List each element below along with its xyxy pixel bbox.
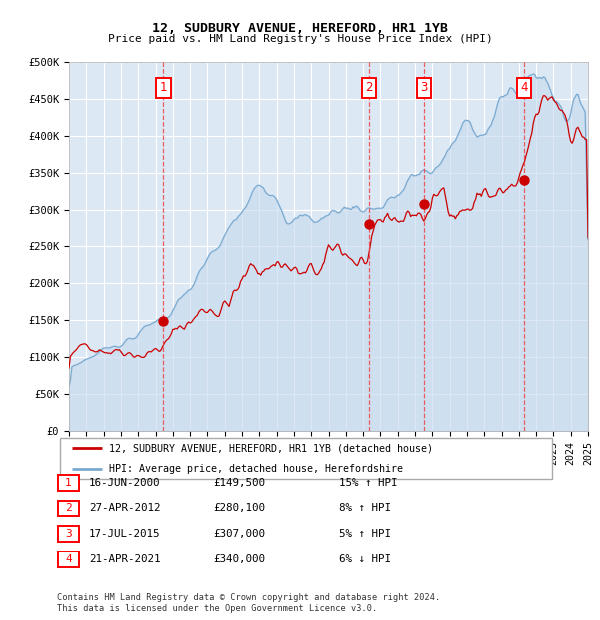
Text: 1: 1 [65, 478, 72, 488]
FancyBboxPatch shape [58, 500, 79, 516]
Text: 1: 1 [160, 81, 167, 94]
Text: 21-APR-2021: 21-APR-2021 [89, 554, 160, 564]
Text: 15% ↑ HPI: 15% ↑ HPI [339, 478, 397, 488]
Text: Price paid vs. HM Land Registry's House Price Index (HPI): Price paid vs. HM Land Registry's House … [107, 34, 493, 44]
Text: 8% ↑ HPI: 8% ↑ HPI [339, 503, 391, 513]
Text: £307,000: £307,000 [213, 529, 265, 539]
Text: 2: 2 [365, 81, 373, 94]
Text: 6% ↓ HPI: 6% ↓ HPI [339, 554, 391, 564]
FancyBboxPatch shape [60, 438, 552, 479]
Text: Contains HM Land Registry data © Crown copyright and database right 2024.
This d: Contains HM Land Registry data © Crown c… [57, 593, 440, 613]
FancyBboxPatch shape [58, 551, 79, 567]
Text: 12, SUDBURY AVENUE, HEREFORD, HR1 1YB: 12, SUDBURY AVENUE, HEREFORD, HR1 1YB [152, 22, 448, 35]
Text: 2: 2 [65, 503, 72, 513]
Text: £340,000: £340,000 [213, 554, 265, 564]
Text: £149,500: £149,500 [213, 478, 265, 488]
FancyBboxPatch shape [58, 475, 79, 491]
Text: 5% ↑ HPI: 5% ↑ HPI [339, 529, 391, 539]
Text: 4: 4 [65, 554, 72, 564]
Text: 3: 3 [65, 529, 72, 539]
Text: 12, SUDBURY AVENUE, HEREFORD, HR1 1YB (detached house): 12, SUDBURY AVENUE, HEREFORD, HR1 1YB (d… [109, 443, 433, 453]
Text: £280,100: £280,100 [213, 503, 265, 513]
Text: 17-JUL-2015: 17-JUL-2015 [89, 529, 160, 539]
Text: 27-APR-2012: 27-APR-2012 [89, 503, 160, 513]
Text: 4: 4 [520, 81, 528, 94]
Text: 16-JUN-2000: 16-JUN-2000 [89, 478, 160, 488]
FancyBboxPatch shape [58, 526, 79, 542]
Text: HPI: Average price, detached house, Herefordshire: HPI: Average price, detached house, Here… [109, 464, 403, 474]
Text: 3: 3 [421, 81, 428, 94]
